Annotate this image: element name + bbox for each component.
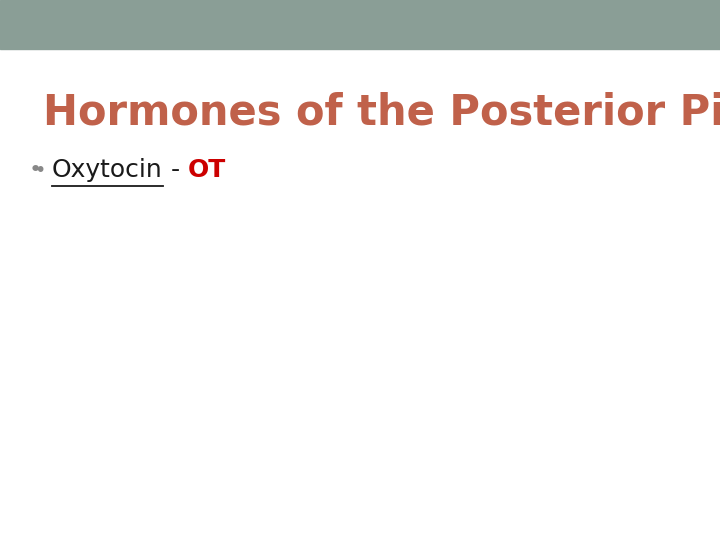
Text: Hormones of the Posterior Pituitary: Hormones of the Posterior Pituitary (43, 92, 720, 134)
Text: OT: OT (188, 158, 226, 182)
Text: •: • (35, 160, 45, 179)
Text: -: - (163, 158, 188, 182)
Text: •: • (29, 160, 42, 180)
Text: Oxytocin: Oxytocin (52, 158, 163, 182)
